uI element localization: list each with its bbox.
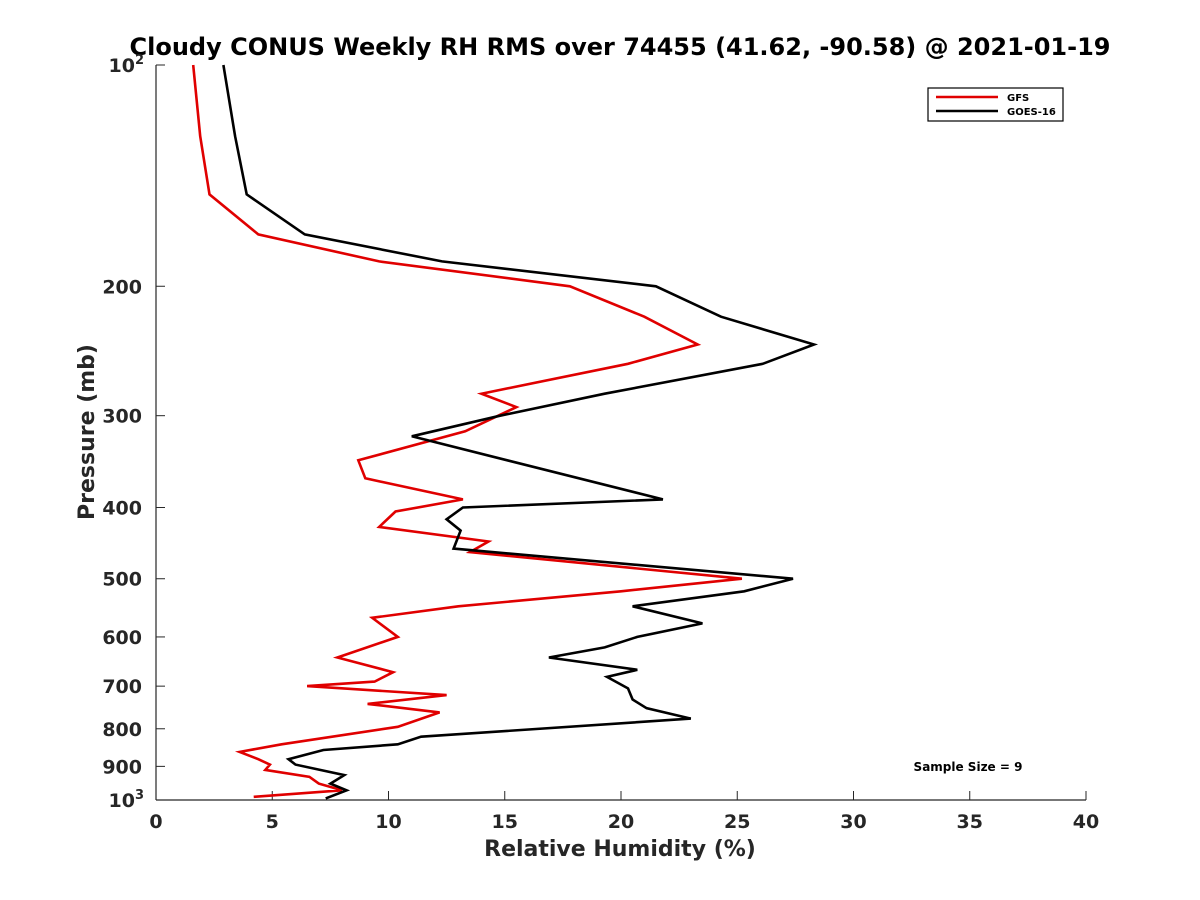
x-tick-label: 5 bbox=[266, 811, 279, 833]
series-line-goes-16 bbox=[222, 64, 819, 800]
y-tick-label: 102 bbox=[109, 53, 145, 77]
y-tick-exponent: 3 bbox=[135, 788, 144, 803]
y-tick-label: 700 bbox=[102, 676, 142, 698]
y-tick-label: 400 bbox=[102, 498, 142, 520]
x-tick-label: 30 bbox=[840, 811, 866, 833]
x-tick-label: 35 bbox=[957, 811, 983, 833]
chart-title: Cloudy CONUS Weekly RH RMS over 74455 (4… bbox=[130, 33, 1111, 61]
legend: GFS GOES-16 bbox=[927, 87, 1064, 122]
x-tick-label: 25 bbox=[724, 811, 750, 833]
y-axis-label: Pressure (mb) bbox=[75, 344, 100, 520]
y-tick-label: 200 bbox=[102, 276, 142, 298]
y-tick-label: 900 bbox=[102, 756, 142, 778]
legend-label-gfs: GFS bbox=[1007, 93, 1029, 104]
x-tick-label: 10 bbox=[375, 811, 401, 833]
x-tick-label: 20 bbox=[608, 811, 634, 833]
x-tick-label: 40 bbox=[1073, 811, 1099, 833]
y-tick-label: 103 bbox=[109, 788, 145, 812]
y-tick-label: 500 bbox=[102, 569, 142, 591]
y-tick-base: 10 bbox=[109, 790, 135, 812]
y-tick-label: 300 bbox=[102, 406, 142, 428]
series-line-gfs bbox=[191, 64, 743, 799]
x-axis-label: Relative Humidity (%) bbox=[484, 837, 756, 862]
axes: 0 5 10 15 20 25 30 35 40102200300400500600700800… bbox=[102, 53, 1099, 833]
y-tick-label: 800 bbox=[102, 719, 142, 741]
x-tick-label: 0 bbox=[149, 811, 162, 833]
legend-box bbox=[927, 87, 1064, 122]
y-tick-label: 600 bbox=[102, 627, 142, 649]
sample-size-annotation: Sample Size = 9 bbox=[914, 760, 1023, 774]
legend-label-goes-16: GOES-16 bbox=[1007, 107, 1056, 118]
y-tick-exponent: 2 bbox=[135, 53, 144, 68]
series-lines bbox=[191, 64, 819, 800]
y-tick-base: 10 bbox=[109, 55, 135, 77]
x-tick-label: 15 bbox=[492, 811, 518, 833]
